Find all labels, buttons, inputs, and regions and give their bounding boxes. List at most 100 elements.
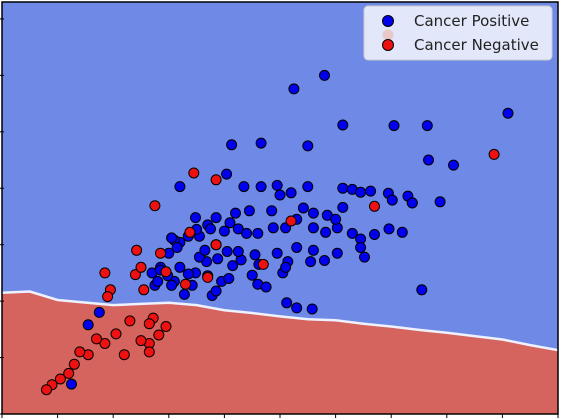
point-cancer-positive [174, 261, 186, 273]
point-cancer-positive [307, 222, 319, 234]
point-cancer-positive [255, 181, 267, 193]
point-cancer-positive [369, 229, 380, 240]
point-cancer-positive [365, 185, 377, 197]
legend-box [363, 5, 553, 61]
point-cancer-positive [406, 197, 418, 209]
point-cancer-positive [212, 253, 224, 265]
point-cancer-positive [388, 120, 400, 132]
point-cancer-positive [383, 223, 395, 235]
point-cancer-positive [319, 255, 330, 266]
point-cancer-positive [178, 288, 190, 300]
point-cancer-positive [205, 223, 216, 235]
point-cancer-positive [337, 182, 349, 194]
point-cancer-positive [221, 168, 233, 180]
point-cancer-positive [302, 140, 314, 152]
point-cancer-positive [396, 226, 408, 238]
point-cancer-positive [305, 256, 317, 268]
point-cancer-negative [63, 367, 75, 379]
point-cancer-positive [448, 159, 459, 171]
point-cancer-negative [74, 346, 86, 358]
legend-marker-cancer-negative [382, 39, 394, 51]
point-cancer-positive [320, 226, 332, 238]
point-cancer-positive [255, 137, 267, 149]
point-cancer-negative [188, 167, 200, 179]
point-cancer-negative [143, 346, 155, 358]
decision-region-negative [2, 291, 558, 414]
point-cancer-negative [180, 278, 191, 290]
legend-marker-shadow [382, 29, 394, 41]
point-cancer-positive [166, 232, 178, 244]
point-cancer-positive [330, 213, 342, 225]
point-cancer-positive [346, 227, 358, 239]
point-cancer-negative [155, 247, 166, 259]
point-cancer-positive [223, 273, 235, 284]
point-cancer-positive [243, 205, 255, 217]
point-cancer-positive [93, 306, 105, 318]
point-cancer-positive [502, 107, 514, 119]
point-cancer-positive [291, 242, 303, 253]
point-cancer-negative [369, 200, 380, 212]
point-cancer-negative [160, 321, 172, 332]
point-cancer-negative [184, 226, 196, 238]
point-cancer-positive [280, 261, 292, 273]
point-cancer-positive [238, 181, 250, 193]
point-cancer-positive [307, 244, 319, 256]
point-cancer-positive [291, 302, 303, 314]
legend: Cancer Positive Cancer Negative [363, 5, 553, 61]
point-cancer-negative [99, 338, 111, 349]
point-cancer-negative [143, 318, 155, 330]
point-cancer-positive [210, 285, 222, 297]
point-cancer-positive [281, 297, 293, 309]
point-cancer-negative [54, 373, 66, 385]
point-cancer-positive [266, 205, 278, 217]
legend-label-cancer-positive: Cancer Positive [414, 12, 529, 30]
point-cancer-positive [267, 222, 279, 234]
point-cancer-negative [138, 284, 150, 296]
point-cancer-positive [241, 227, 253, 239]
point-cancer-positive [221, 246, 233, 257]
point-cancer-positive [302, 181, 314, 193]
legend-label-cancer-negative: Cancer Negative [414, 36, 539, 54]
point-cancer-positive [224, 217, 236, 229]
point-cancer-negative [110, 328, 122, 340]
point-cancer-positive [355, 186, 367, 198]
point-cancer-negative [135, 261, 147, 273]
point-cancer-negative [129, 269, 141, 281]
point-cancer-positive [423, 154, 434, 166]
point-cancer-positive [66, 378, 77, 390]
point-cancer-negative [102, 291, 114, 303]
point-cancer-positive [199, 244, 211, 256]
data-points [41, 69, 514, 396]
point-cancer-positive [355, 242, 367, 253]
point-cancer-positive [226, 139, 238, 151]
y-axis-ticks [0, 18, 4, 415]
point-cancer-positive [386, 194, 398, 206]
point-cancer-negative [131, 244, 143, 256]
point-cancer-negative [285, 215, 297, 227]
point-cancer-negative [118, 349, 130, 361]
point-cancer-negative [160, 266, 172, 278]
point-cancer-positive [252, 227, 264, 239]
point-cancer-positive [274, 189, 286, 201]
point-cancer-positive [331, 247, 343, 259]
point-cancer-positive [246, 269, 258, 281]
point-cancer-negative [153, 329, 165, 341]
point-cancer-positive [421, 120, 433, 132]
point-cancer-positive [359, 251, 370, 263]
point-cancer-negative [149, 200, 161, 212]
point-cancer-positive [166, 279, 178, 291]
point-cancer-negative [124, 315, 136, 327]
point-cancer-positive [337, 201, 349, 213]
point-cancer-positive [218, 225, 230, 237]
point-cancer-positive [210, 212, 222, 224]
point-cancer-negative [210, 239, 222, 251]
point-cancer-positive [249, 249, 261, 261]
legend-marker-cancer-positive [382, 15, 394, 27]
point-cancer-negative [68, 358, 80, 370]
point-cancer-positive [260, 281, 272, 293]
point-cancer-negative [99, 267, 111, 279]
point-cancer-positive [306, 303, 318, 315]
point-cancer-positive [285, 187, 297, 199]
point-cancer-negative [210, 174, 222, 186]
